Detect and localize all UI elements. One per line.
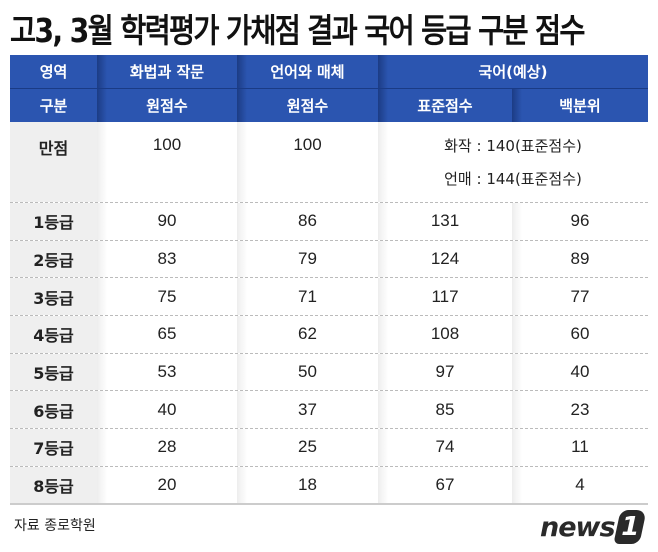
- standard-score: 74: [378, 429, 512, 466]
- eonmae-raw: 18: [237, 466, 378, 503]
- grade-label: 3등급: [10, 278, 97, 316]
- percentile: 23: [512, 391, 648, 429]
- grade-label: 7등급: [10, 429, 97, 466]
- header-area: 영역: [39, 63, 68, 81]
- table-row: 4등급 65 62 108 60: [10, 316, 648, 354]
- percentile: 96: [512, 203, 648, 240]
- table-row: 2등급 83 79 124 89: [10, 240, 648, 279]
- table-row: 7등급 28 25 74 11: [10, 429, 648, 467]
- hwajak-raw: 28: [97, 429, 237, 466]
- page-title: 고3, 3월 학력평가 가채점 결과 국어 등급 구분 점수: [10, 11, 586, 50]
- eonmae-raw: 50: [237, 353, 378, 391]
- full-score-note-hwajak: 화작 : 140(표준점수): [444, 137, 582, 155]
- eonmae-raw: 79: [237, 240, 378, 278]
- grade-label: 1등급: [10, 203, 97, 240]
- full-score-label: 만점: [10, 122, 97, 202]
- table-row: 5등급 53 50 97 40: [10, 353, 648, 392]
- percentile: 11: [512, 429, 648, 466]
- eonmae-raw: 62: [237, 316, 378, 353]
- score-table: 영역 화법과 작문 언어와 매체 국어(예상) 구분 원점수 원점수 표준점수 …: [10, 55, 648, 505]
- full-score-hwajak: 100: [97, 122, 237, 202]
- full-score-note-eonmae: 언매 : 144(표준점수): [444, 170, 582, 188]
- percentile: 77: [512, 278, 648, 316]
- logo-badge-icon: 1: [612, 510, 647, 544]
- header-division: 구분: [39, 97, 68, 115]
- header-row-area: 영역 화법과 작문 언어와 매체 국어(예상): [10, 55, 648, 89]
- header-raw-score-2: 원점수: [237, 89, 378, 122]
- grade-label: 6등급: [10, 391, 97, 429]
- standard-score: 108: [378, 316, 512, 353]
- header-eonmae: 언어와 매체: [237, 55, 378, 88]
- percentile: 4: [512, 466, 648, 503]
- full-score-eonmae: 100: [237, 122, 378, 202]
- percentile: 60: [512, 316, 648, 353]
- standard-score: 85: [378, 391, 512, 429]
- table-row: 1등급 90 86 131 96: [10, 203, 648, 241]
- header-percentile: 백분위: [512, 89, 648, 122]
- standard-score: 117: [378, 278, 512, 316]
- full-score-row: 만점 100 100 화작 : 140(표준점수) 언매 : 144(표준점수): [10, 122, 648, 203]
- hwajak-raw: 90: [97, 203, 237, 240]
- hwajak-raw: 20: [97, 466, 237, 503]
- hwajak-raw: 83: [97, 240, 237, 278]
- eonmae-raw: 37: [237, 391, 378, 429]
- grade-label: 5등급: [10, 353, 97, 391]
- header-korean-expected: 국어(예상): [378, 55, 648, 88]
- header-hwajak: 화법과 작문: [97, 55, 237, 88]
- logo-wordmark: news: [540, 511, 616, 543]
- percentile: 89: [512, 240, 648, 278]
- table-row: 3등급 75 71 117 77: [10, 278, 648, 317]
- hwajak-raw: 65: [97, 316, 237, 353]
- standard-score: 131: [378, 203, 512, 240]
- table-row: 8등급 20 18 67 4: [10, 466, 648, 505]
- percentile: 40: [512, 353, 648, 391]
- eonmae-raw: 86: [237, 203, 378, 240]
- grade-label: 2등급: [10, 240, 97, 278]
- grade-label: 4등급: [10, 316, 97, 353]
- hwajak-raw: 53: [97, 353, 237, 391]
- hwajak-raw: 75: [97, 278, 237, 316]
- source-credit: 자료 종로학원: [14, 518, 96, 534]
- hwajak-raw: 40: [97, 391, 237, 429]
- standard-score: 67: [378, 466, 512, 503]
- header-standard-score: 표준점수: [378, 89, 512, 122]
- eonmae-raw: 71: [237, 278, 378, 316]
- standard-score: 124: [378, 240, 512, 278]
- grade-label: 8등급: [10, 466, 97, 503]
- header-row-division: 구분 원점수 원점수 표준점수 백분위: [10, 89, 648, 122]
- table-row: 6등급 40 37 85 23: [10, 391, 648, 430]
- eonmae-raw: 25: [237, 429, 378, 466]
- header-raw-score-1: 원점수: [97, 89, 237, 122]
- news1-logo: news 1: [540, 510, 647, 544]
- full-score-notes: 화작 : 140(표준점수) 언매 : 144(표준점수): [378, 122, 648, 202]
- standard-score: 97: [378, 353, 512, 391]
